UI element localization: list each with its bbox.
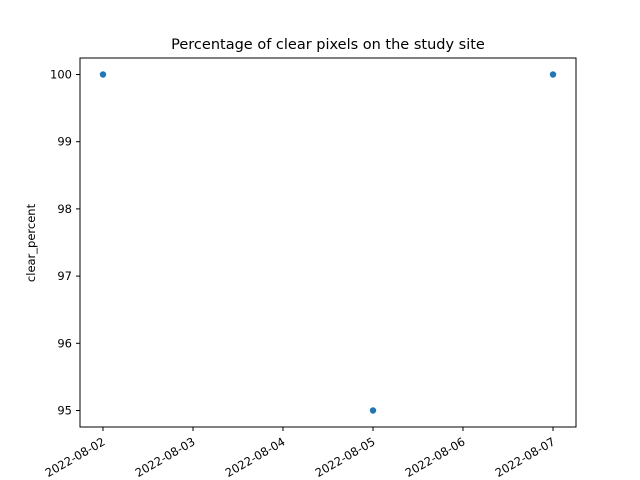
data-point xyxy=(369,407,377,414)
x-tick-label: 2022-08-02 xyxy=(43,434,108,480)
x-tick-label: 2022-08-05 xyxy=(313,434,378,480)
x-tick-label: 2022-08-04 xyxy=(223,434,288,480)
chart-title: Percentage of clear pixels on the study … xyxy=(171,37,485,53)
y-tick-label: 99 xyxy=(57,135,72,149)
data-point xyxy=(99,71,107,78)
y-axis-label: clear_percent xyxy=(24,203,38,282)
y-tick-label: 98 xyxy=(57,202,72,216)
x-tick-label: 2022-08-06 xyxy=(403,434,468,480)
y-tick-label: 95 xyxy=(57,404,72,418)
y-tick-label: 96 xyxy=(57,336,72,350)
y-tick-label: 100 xyxy=(50,68,72,82)
x-tick-label: 2022-08-07 xyxy=(493,434,558,480)
x-axis: 2022-08-02 2022-08-03 2022-08-04 2022-08-05… xyxy=(43,427,558,480)
data-points xyxy=(99,71,557,414)
y-tick-label: 97 xyxy=(57,269,72,283)
data-point xyxy=(549,71,557,78)
plot-area xyxy=(79,57,577,428)
x-tick-label: 2022-08-03 xyxy=(133,434,198,480)
y-axis: 95 96 97 98 99 100 xyxy=(50,68,80,418)
